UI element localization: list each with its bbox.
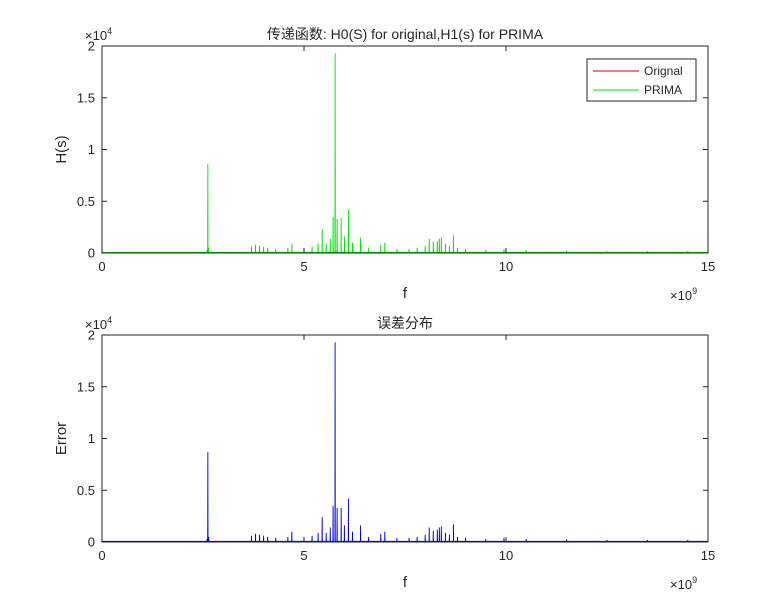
y-tick-label: 1 <box>88 142 95 157</box>
y-multiplier: ×10 <box>85 28 107 43</box>
x-tick-label: 5 <box>300 259 307 274</box>
y-tick-label: 2 <box>88 39 95 54</box>
y-exponent: 4 <box>107 26 112 36</box>
y-exponent-label: ×104 <box>85 26 112 43</box>
y-multiplier: ×10 <box>85 317 107 332</box>
x-exponent: 9 <box>692 575 697 585</box>
y-axis-label: H(s) <box>53 135 70 163</box>
y-exponent: 4 <box>107 315 112 325</box>
x-tick-label: 10 <box>499 548 513 563</box>
x-tick-label: 10 <box>499 259 513 274</box>
y-tick-label: 1.5 <box>77 90 95 105</box>
x-exponent-label: ×109 <box>670 286 697 303</box>
y-exponent-label: ×104 <box>85 315 112 332</box>
legend-entry: PRIMA <box>644 83 682 97</box>
y-tick-label: 0 <box>88 535 95 550</box>
x-tick-label: 15 <box>701 259 715 274</box>
y-tick-label: 2 <box>88 328 95 343</box>
series-line-2 <box>102 53 708 253</box>
y-axis-label: Error <box>53 422 70 455</box>
series-line-1 <box>102 342 708 542</box>
x-tick-label: 5 <box>300 548 307 563</box>
chart-title: 传递函数: H0(S) for original,H1(s) for PRIMA <box>267 26 544 42</box>
x-exponent: 9 <box>692 286 697 296</box>
x-tick-label: 0 <box>98 259 105 274</box>
legend-box <box>586 58 697 102</box>
x-exponent-label: ×109 <box>670 575 697 592</box>
y-tick-label: 0.5 <box>77 483 95 498</box>
y-tick-label: 0 <box>88 246 95 261</box>
x-tick-label: 15 <box>701 548 715 563</box>
x-multiplier: ×10 <box>670 288 692 303</box>
y-tick-label: 0.5 <box>77 194 95 209</box>
chart-title: 误差分布 <box>377 315 433 331</box>
x-axis-label: f <box>403 574 408 591</box>
legend: Orignal PRIMA <box>586 58 697 102</box>
x-tick-label: 0 <box>98 548 105 563</box>
x-axis-label: f <box>403 285 408 302</box>
y-tick-label: 1.5 <box>77 379 95 394</box>
x-multiplier: ×10 <box>670 577 692 592</box>
plot-area <box>102 335 708 542</box>
legend-entry: Orignal <box>644 64 683 78</box>
y-tick-label: 1 <box>88 431 95 446</box>
